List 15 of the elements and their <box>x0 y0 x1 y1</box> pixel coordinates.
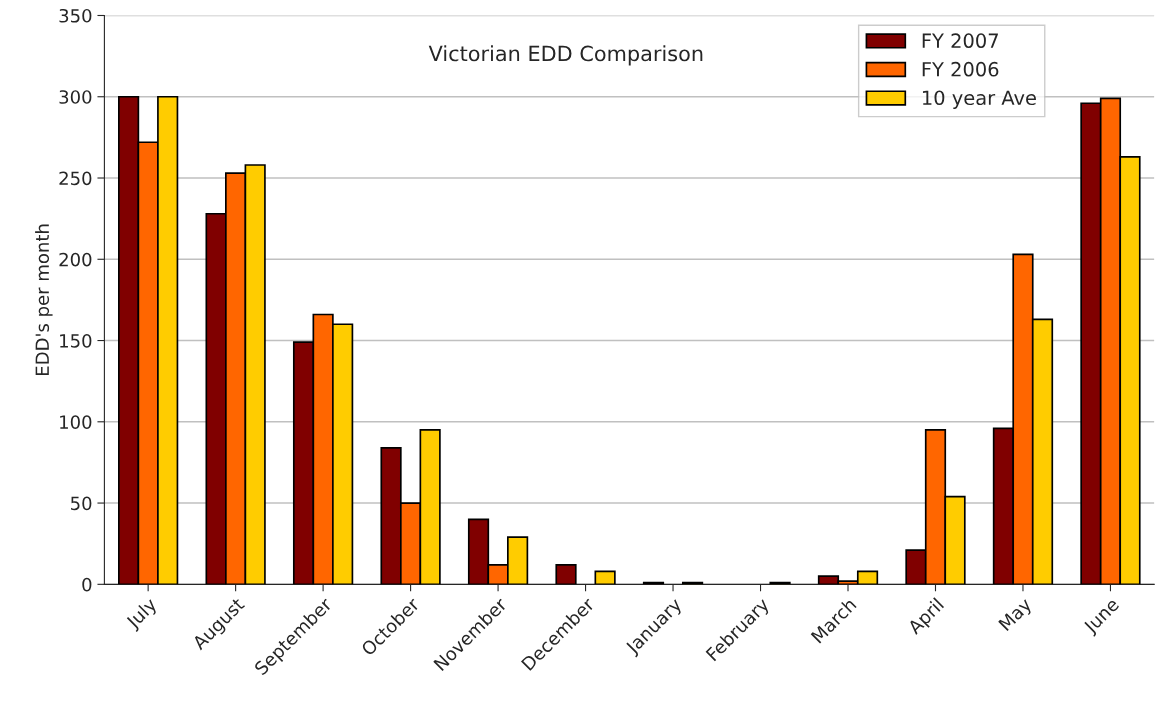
bar <box>555 563 577 585</box>
y-tick-label: 250 <box>59 171 92 186</box>
text: Victorian EDD Comparison <box>428 45 703 66</box>
y-tick-label: 0 <box>82 577 92 592</box>
y-tick-label: 350 <box>59 8 92 23</box>
legend-label: 10 year Ave <box>922 90 1036 109</box>
legend-label: FY 2006 <box>922 61 999 77</box>
y-tick-label: 150 <box>60 333 92 348</box>
y-tick-label: 100 <box>60 415 92 429</box>
bar <box>594 570 616 585</box>
y-tick-label: 300 <box>59 90 92 104</box>
y-tick-label: 200 <box>59 252 92 267</box>
y-tick-label: 50 <box>71 496 92 511</box>
y-axis-title: EDD's per month <box>35 224 53 375</box>
legend-label: FY 2007 <box>922 33 998 49</box>
